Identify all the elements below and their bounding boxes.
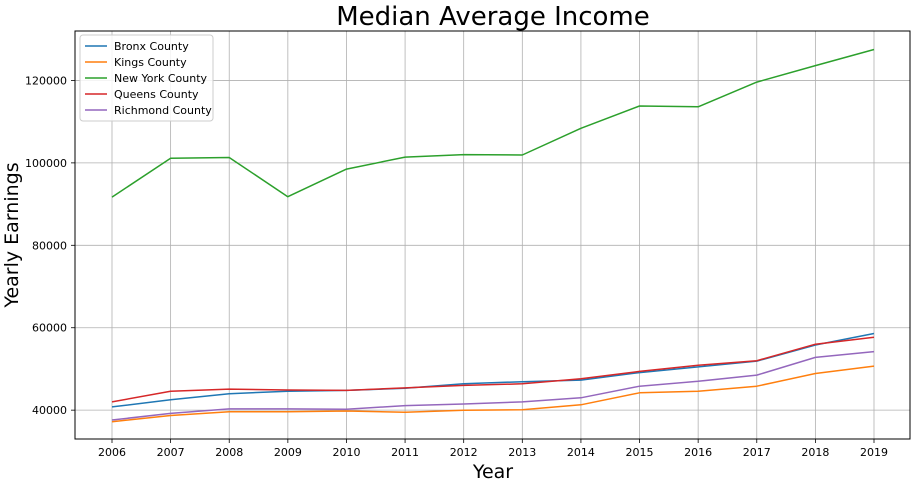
- y-tick-label: 60000: [32, 322, 67, 335]
- series-line-richmond-county: [111, 350, 875, 421]
- legend-label-new-york-county: New York County: [114, 72, 208, 85]
- x-tick-label: 2008: [215, 446, 243, 459]
- x-axis-ticks: 2006 2007 2008 2009 2010 2011 2012 2013 2014 2015…: [98, 439, 888, 459]
- x-tick-label: 2015: [626, 446, 654, 459]
- series-line-bronx-county: [111, 332, 875, 408]
- x-tick-label: 2019: [860, 446, 888, 459]
- legend-label-richmond-county: Richmond County: [114, 104, 212, 117]
- legend-label-bronx-county: Bronx County: [114, 40, 189, 53]
- x-axis-label: Year: [472, 461, 513, 481]
- y-axis-label: Yearly Earnings: [1, 162, 23, 308]
- x-tick-label: 2013: [508, 446, 536, 459]
- x-tick-label: 2017: [743, 446, 771, 459]
- legend-label-kings-county: Kings County: [114, 56, 187, 69]
- legend-label-queens-county: Queens County: [114, 88, 199, 101]
- plot-frame: [74, 30, 911, 440]
- legend-box: [79, 34, 214, 122]
- x-tick-label: 2012: [450, 446, 478, 459]
- y-tick-label: 100000: [25, 157, 67, 170]
- series-line-new-york-county: [111, 48, 875, 198]
- y-tick-label: 120000: [25, 74, 67, 87]
- y-tick-label: 40000: [32, 404, 67, 417]
- y-axis-ticks: 40000 60000 80000 100000 120000: [25, 74, 75, 417]
- legend: Bronx County Kings County New York County Q…: [79, 34, 214, 122]
- x-tick-label: 2006: [98, 446, 126, 459]
- x-tick-label: 2009: [274, 446, 302, 459]
- gridlines: [75, 31, 910, 439]
- x-tick-label: 2018: [801, 446, 829, 459]
- x-tick-label: 2014: [567, 446, 595, 459]
- series-line-queens-county: [111, 336, 875, 403]
- series-lines: [111, 48, 875, 423]
- x-tick-label: 2016: [684, 446, 712, 459]
- chart-title: Median Average Income: [336, 2, 650, 32]
- x-tick-label: 2007: [157, 446, 185, 459]
- x-tick-label: 2011: [391, 446, 419, 459]
- x-tick-label: 2010: [332, 446, 360, 459]
- y-tick-label: 80000: [32, 239, 67, 252]
- series-line-kings-county: [111, 365, 875, 423]
